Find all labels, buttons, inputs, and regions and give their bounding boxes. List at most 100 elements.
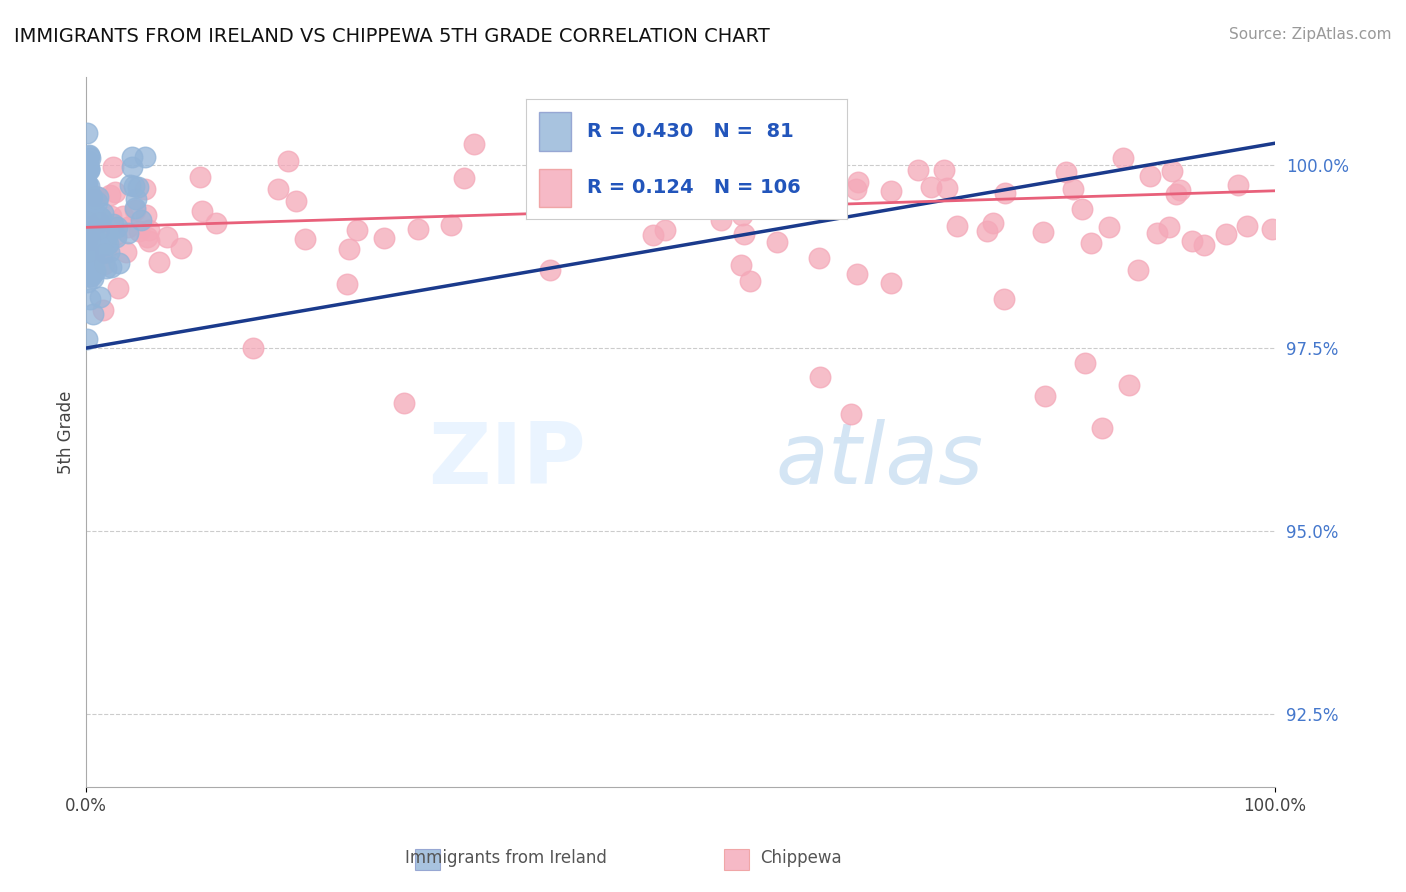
Point: [107, 219, 129, 234]
Point: [76, 163, 98, 178]
Point: [1236, 219, 1258, 233]
Point: [75, 179, 97, 194]
Point: [76, 244, 98, 259]
Point: [907, 162, 929, 177]
Point: [77, 189, 100, 203]
Point: [1261, 222, 1284, 236]
Text: Source: ZipAtlas.com: Source: ZipAtlas.com: [1229, 27, 1392, 42]
Point: [77, 153, 100, 168]
Point: [1118, 377, 1140, 392]
Point: [117, 226, 139, 240]
Point: [1062, 182, 1084, 196]
Point: [1074, 356, 1097, 370]
Point: [710, 213, 733, 227]
Point: [107, 256, 129, 270]
Point: [115, 244, 138, 259]
Point: [738, 275, 761, 289]
Point: [1181, 234, 1204, 248]
Point: [122, 179, 145, 194]
Point: [76, 162, 98, 177]
Point: [100, 260, 122, 274]
Point: [993, 293, 1015, 307]
Point: [277, 154, 299, 169]
Point: [101, 160, 124, 174]
Point: [117, 220, 139, 235]
Point: [79, 260, 101, 275]
Point: [84, 243, 107, 257]
Text: ZIP: ZIP: [427, 419, 585, 502]
Point: [76, 214, 98, 228]
Point: [742, 144, 765, 158]
Point: [337, 242, 360, 256]
Point: [77, 178, 100, 193]
Point: [82, 307, 104, 321]
Point: [82, 271, 104, 285]
Point: [647, 171, 669, 186]
Point: [98, 244, 121, 259]
Point: [76, 127, 98, 141]
Point: [946, 219, 969, 233]
Point: [77, 228, 100, 243]
Point: [76, 275, 98, 289]
Point: [733, 174, 755, 188]
Point: [440, 218, 463, 232]
Point: [766, 235, 789, 249]
Point: [336, 277, 359, 292]
Point: [121, 150, 143, 164]
Point: [79, 252, 101, 266]
Point: [242, 341, 264, 355]
Point: [77, 148, 100, 162]
Point: [84, 193, 107, 207]
Point: [538, 262, 561, 277]
Point: [76, 207, 98, 221]
Point: [880, 276, 903, 290]
Point: [82, 252, 104, 266]
Point: [1054, 165, 1077, 179]
Point: [121, 160, 143, 174]
Point: [1192, 238, 1215, 252]
Point: [1071, 202, 1094, 216]
Point: [101, 217, 124, 231]
Point: [104, 185, 127, 199]
Point: [406, 222, 429, 236]
Point: [285, 194, 308, 208]
Point: [845, 182, 868, 196]
Point: [79, 151, 101, 165]
Point: [731, 208, 754, 222]
Point: [138, 223, 160, 237]
Point: [77, 161, 100, 176]
Point: [83, 209, 105, 223]
Point: [77, 244, 100, 259]
Point: [75, 176, 97, 190]
Point: [79, 219, 101, 234]
Point: [1097, 219, 1119, 234]
Point: [82, 254, 104, 268]
Point: [124, 202, 146, 216]
Point: [80, 188, 103, 202]
Point: [83, 189, 105, 203]
Point: [1168, 183, 1191, 197]
Point: [77, 161, 100, 176]
Text: atlas: atlas: [776, 419, 984, 502]
Point: [346, 223, 368, 237]
Point: [93, 257, 115, 271]
Point: [77, 251, 100, 265]
Point: [1226, 178, 1249, 192]
Point: [641, 227, 664, 242]
Point: [821, 169, 844, 183]
Point: [105, 227, 128, 241]
Point: [97, 227, 120, 242]
Point: [86, 195, 108, 210]
Point: [129, 212, 152, 227]
Point: [77, 163, 100, 178]
Point: [87, 222, 110, 236]
Point: [76, 199, 98, 213]
Point: [1139, 169, 1161, 184]
Point: [1215, 227, 1237, 241]
Point: [294, 232, 316, 246]
Point: [124, 202, 146, 217]
Point: [976, 224, 998, 238]
Point: [453, 171, 475, 186]
Point: [134, 150, 156, 164]
Point: [77, 227, 100, 242]
